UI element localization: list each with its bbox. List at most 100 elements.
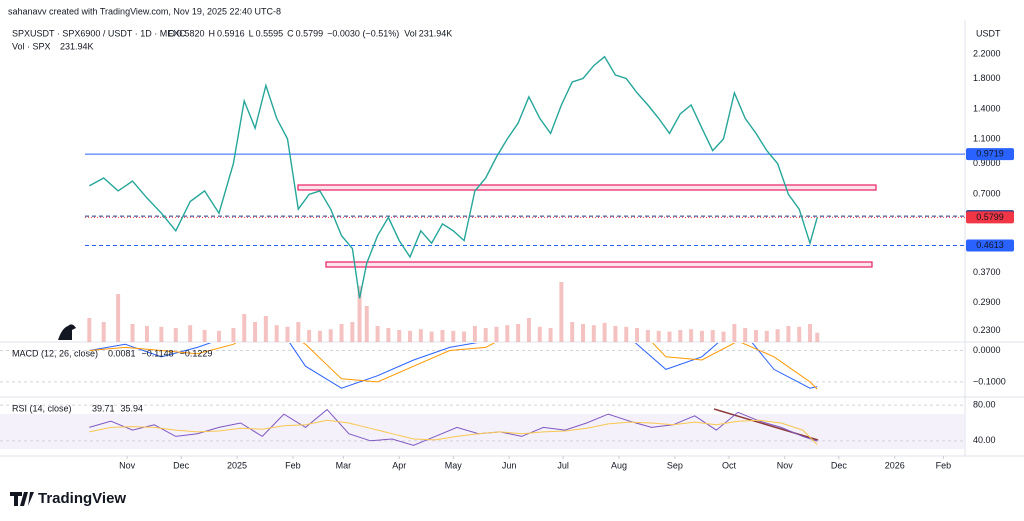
logo-mark <box>10 492 34 506</box>
indicator-readout: 39.71 <box>92 403 115 413</box>
volume-legend-value: 231.94K <box>60 41 94 51</box>
ohlc: O 0.5820 H 0.5916 L 0.5595 C 0.5799 −0.0030 (−0.… <box>168 28 452 38</box>
ohlc-value: 0.5820 <box>177 28 205 38</box>
x-tick-label: Dec <box>173 460 190 470</box>
volume-bar <box>87 318 92 342</box>
ohlc-key: O <box>168 28 175 38</box>
volume-bar <box>808 324 813 342</box>
volume-bar <box>274 325 279 342</box>
ohlc-key: C <box>287 28 294 38</box>
tv-dino <box>58 324 76 340</box>
series-line <box>88 55 818 299</box>
zone-box <box>325 261 873 268</box>
volume-bar <box>386 328 391 342</box>
level-label: 0.4613 <box>976 240 1004 250</box>
x-tick-label: 2025 <box>227 460 247 470</box>
level-tag <box>966 148 1014 161</box>
volume-bar <box>253 322 258 342</box>
y-tick-label: 0.3700 <box>973 267 1001 277</box>
volume-bar <box>263 316 268 342</box>
volume-bar <box>559 282 564 342</box>
volume-bar <box>440 330 445 342</box>
ohlc-value: 0.5916 <box>217 28 245 38</box>
y-tick-label: 1.4000 <box>973 104 1001 114</box>
volume-bar <box>678 330 683 342</box>
x-tick-label: Aug <box>611 460 627 470</box>
volume-bar <box>743 328 748 342</box>
y-tick-label: 1.8000 <box>973 73 1001 83</box>
series-line <box>89 419 818 445</box>
volume-bar <box>339 324 344 342</box>
volume-bar <box>375 326 380 342</box>
volume-bar <box>350 322 355 342</box>
plot: Nov Dec 2025 Feb Mar Apr May Jun Jul Aug Sep Oct Nov… <box>0 48 1014 470</box>
volume-bar <box>418 329 423 342</box>
indicator-readout: 35.94 <box>121 403 144 413</box>
volume-bar <box>357 286 362 342</box>
indicator-readout: −0.1229 <box>180 348 213 358</box>
level-tag <box>966 239 1014 252</box>
x-tick-label: Nov <box>119 460 136 470</box>
volume-bar <box>429 331 434 342</box>
volume-bar <box>710 330 715 342</box>
volume-bar <box>296 322 301 342</box>
volume-bar <box>397 330 402 342</box>
volume-bar <box>173 328 178 342</box>
volume-legend-name: Vol · SPX <box>12 41 51 51</box>
series-line <box>89 343 818 390</box>
x-tick-label: 2026 <box>885 460 905 470</box>
trend-line <box>713 408 819 441</box>
y-unit: USDT <box>976 28 1001 38</box>
y-tick-label: 0.7000 <box>973 189 1001 199</box>
y-tick-label: 1.1000 <box>973 133 1001 143</box>
x-tick-label: Nov <box>777 460 794 470</box>
y-tick-label: −0.1000 <box>973 376 1006 386</box>
y-tick-label: 0.0000 <box>973 345 1001 355</box>
volume-bar <box>317 330 322 342</box>
volume-bar <box>101 322 106 342</box>
volume-bar <box>570 322 575 342</box>
volume-bar <box>797 326 802 342</box>
volume-bar <box>721 331 726 342</box>
ohlc-key: H <box>209 28 216 38</box>
volume-bar <box>656 330 661 342</box>
volume-bar <box>144 326 149 342</box>
x-tick-label: Dec <box>831 460 848 470</box>
y-tick-label: 2.2000 <box>973 48 1001 58</box>
volume-bar <box>505 325 510 342</box>
volume-bar <box>116 294 121 342</box>
volume-bar <box>815 332 820 342</box>
volume-bar <box>516 324 521 342</box>
pane <box>0 343 965 390</box>
y-tick-label: 0.9000 <box>973 158 1001 168</box>
volume-bar <box>188 325 193 342</box>
credit: sahanavv created with TradingView.com, N… <box>8 6 281 16</box>
x-tick-label: Feb <box>936 460 952 470</box>
volume-bar <box>328 329 333 342</box>
rsi-band <box>0 414 965 449</box>
volume-bar <box>242 314 247 342</box>
volume-bar <box>130 324 135 342</box>
volume-bar <box>775 329 780 342</box>
volume-bar <box>581 324 585 342</box>
volume-bar <box>753 330 758 342</box>
volume-bar <box>699 330 704 342</box>
y-tick-label: 0.2300 <box>973 325 1001 335</box>
pane <box>0 404 965 446</box>
volume-bar <box>732 324 737 342</box>
y-tick-label: 0.2900 <box>973 297 1001 307</box>
volume-bar <box>537 326 542 342</box>
volume-bar <box>483 328 488 342</box>
change: −0.0030 (−0.51%) <box>327 28 399 38</box>
x-tick-label: Oct <box>722 460 737 470</box>
volume-bar <box>307 330 312 342</box>
indicator-readout: −0.1148 <box>142 348 174 358</box>
volume-bar <box>624 326 629 342</box>
indicator-readout: 0.0081 <box>108 348 136 358</box>
volume-bar <box>494 326 499 342</box>
volume-bar <box>408 330 413 342</box>
volume-bar <box>689 329 694 342</box>
volume-bar <box>451 330 456 342</box>
volume-bar <box>635 328 640 342</box>
x-tick-label: Apr <box>392 460 406 470</box>
